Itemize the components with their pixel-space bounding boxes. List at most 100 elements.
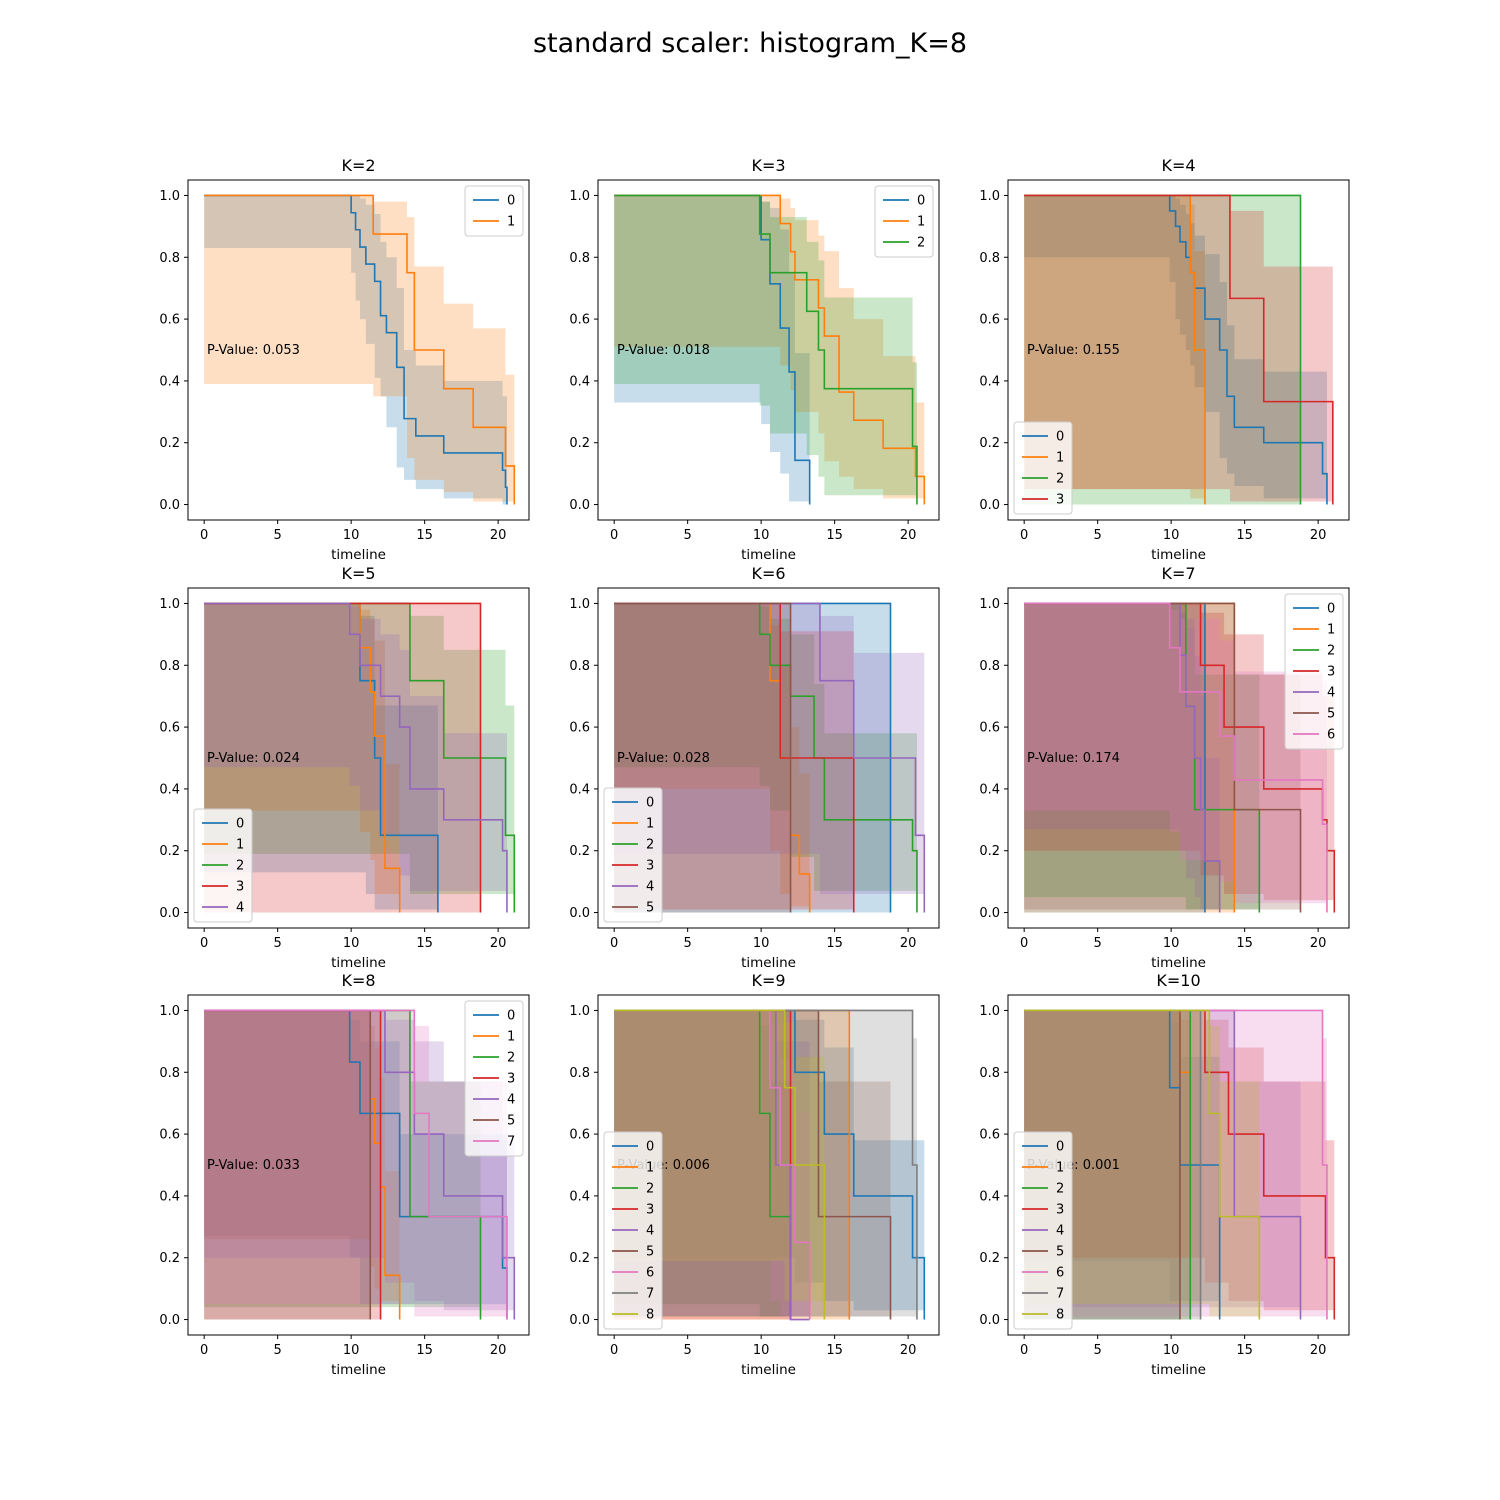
subplot-7: K=80 5 10 15 200.00.20.40.60.81.0timelineP-V… [159, 971, 530, 1378]
survival-line-6 [1024, 602, 1328, 913]
y-tick-label: 0.8 [979, 251, 1000, 266]
ci-band-5 [1024, 603, 1301, 910]
legend-label: 1 [1327, 623, 1335, 638]
y-tick-label: 0.2 [979, 1251, 1000, 1266]
y-tick-label: 0.6 [159, 721, 180, 736]
ci-band-4 [1024, 1010, 1301, 1308]
survival-line-0 [1024, 194, 1328, 505]
x-tick-label: 0 [1020, 1343, 1028, 1358]
y-tick-label: 0.0 [159, 498, 180, 513]
ci-band-1 [204, 195, 515, 502]
x-axis-label: timeline [331, 955, 386, 971]
ci-band-6 [1024, 1010, 1327, 1317]
y-tick-label: 0.8 [979, 659, 1000, 674]
legend-label: 3 [646, 859, 654, 874]
ci-band-5 [204, 1010, 371, 1320]
y-tick-label: 0.4 [159, 782, 180, 797]
x-tick-label: 15 [826, 528, 843, 543]
subplot-title: K=6 [751, 564, 785, 583]
subplot-2: K=30 5 10 15 200.00.20.40.60.81.0timelineP-V… [569, 156, 940, 563]
survival-line-7 [204, 1009, 508, 1320]
y-tick-label: 0.0 [569, 906, 590, 921]
figure-title: standard scaler: histogram_K=8 [533, 28, 967, 59]
axes-frame [1007, 587, 1350, 929]
survival-line-2 [614, 602, 918, 913]
plot-area [204, 194, 516, 505]
x-axis-label: timeline [331, 1362, 386, 1378]
ci-band-4 [204, 1010, 515, 1311]
legend: 0 1 2 3 4 [193, 808, 253, 923]
y-tick-label: 0.2 [569, 436, 590, 451]
legend-label: 1 [646, 1161, 654, 1176]
legend-label: 2 [1056, 472, 1064, 487]
legend-label: 5 [507, 1114, 515, 1129]
x-tick-label: 15 [416, 528, 433, 543]
survival-line-7 [614, 1009, 918, 1320]
y-tick-label: 1.0 [569, 189, 590, 204]
legend-label: 0 [507, 194, 515, 209]
subplot-1: K=20 5 10 15 200.00.20.40.60.81.0timelineP-V… [159, 156, 530, 563]
legend-label: 0 [646, 1140, 654, 1155]
x-tick-label: 10 [1163, 1343, 1180, 1358]
y-tick-label: 1.0 [979, 1004, 1000, 1019]
x-tick-label: 10 [753, 936, 770, 951]
x-tick-label: 0 [200, 936, 208, 951]
legend-label: 8 [1056, 1308, 1064, 1323]
survival-line-4 [614, 602, 926, 913]
legend-label: 1 [1056, 1161, 1064, 1176]
ci-band-3 [614, 603, 854, 910]
survival-line-3 [1024, 194, 1334, 505]
x-tick-label: 20 [900, 936, 917, 951]
y-tick-label: 0.0 [979, 906, 1000, 921]
p-value-annotation: P-Value: 0.028 [617, 751, 710, 766]
y-tick-label: 0.2 [569, 844, 590, 859]
y-tick-label: 1.0 [569, 1004, 590, 1019]
legend-label: 4 [507, 1093, 515, 1108]
y-tick-label: 0.6 [979, 313, 1000, 328]
ci-band-2 [204, 603, 515, 894]
x-tick-label: 10 [1163, 936, 1180, 951]
x-axis-label: timeline [331, 547, 386, 563]
legend-label: 7 [1056, 1287, 1064, 1302]
legend-label: 1 [507, 215, 515, 230]
legend-label: 3 [646, 1203, 654, 1218]
subplot-5: K=60 5 10 15 200.00.20.40.60.81.0timelineP-V… [569, 564, 940, 971]
legend-label: 1 [507, 1030, 515, 1045]
y-tick-label: 1.0 [159, 1004, 180, 1019]
y-tick-label: 0.8 [569, 1066, 590, 1081]
ci-band-0 [204, 195, 507, 505]
y-tick-label: 0.2 [159, 436, 180, 451]
legend-label: 4 [1056, 1224, 1064, 1239]
x-tick-label: 20 [1310, 528, 1327, 543]
legend-label: 4 [646, 1224, 654, 1239]
ci-band-4 [614, 603, 925, 894]
subplot-grid: K=20 5 10 15 200.00.20.40.60.81.0timelineP-V… [159, 156, 1350, 1378]
x-tick-label: 20 [900, 528, 917, 543]
legend-label: 3 [507, 1072, 515, 1087]
legend-label: 1 [236, 838, 244, 853]
y-tick-label: 0.0 [979, 1313, 1000, 1328]
ci-band-1 [614, 603, 810, 907]
survival-line-4 [204, 1009, 516, 1320]
x-axis-label: timeline [1151, 955, 1206, 971]
ci-band-8 [614, 1010, 825, 1301]
x-tick-label: 10 [753, 528, 770, 543]
ci-band-6 [614, 1010, 810, 1317]
legend-label: 3 [1056, 1203, 1064, 1218]
ci-band-0 [1024, 1010, 1220, 1301]
survival-line-0 [204, 194, 508, 505]
ci-band-2 [614, 195, 917, 496]
y-tick-label: 0.4 [569, 1189, 590, 1204]
survival-line-4 [204, 602, 508, 913]
legend: 0 1 2 3 4 5 7 [464, 1000, 524, 1157]
y-tick-label: 1.0 [979, 189, 1000, 204]
legend-label: 0 [507, 1009, 515, 1024]
legend-label: 2 [917, 236, 925, 251]
x-tick-label: 10 [343, 1343, 360, 1358]
ci-band-4 [1024, 603, 1220, 910]
axes-frame [597, 994, 940, 1336]
ci-band-7 [614, 1010, 917, 1317]
y-tick-label: 0.4 [159, 1189, 180, 1204]
